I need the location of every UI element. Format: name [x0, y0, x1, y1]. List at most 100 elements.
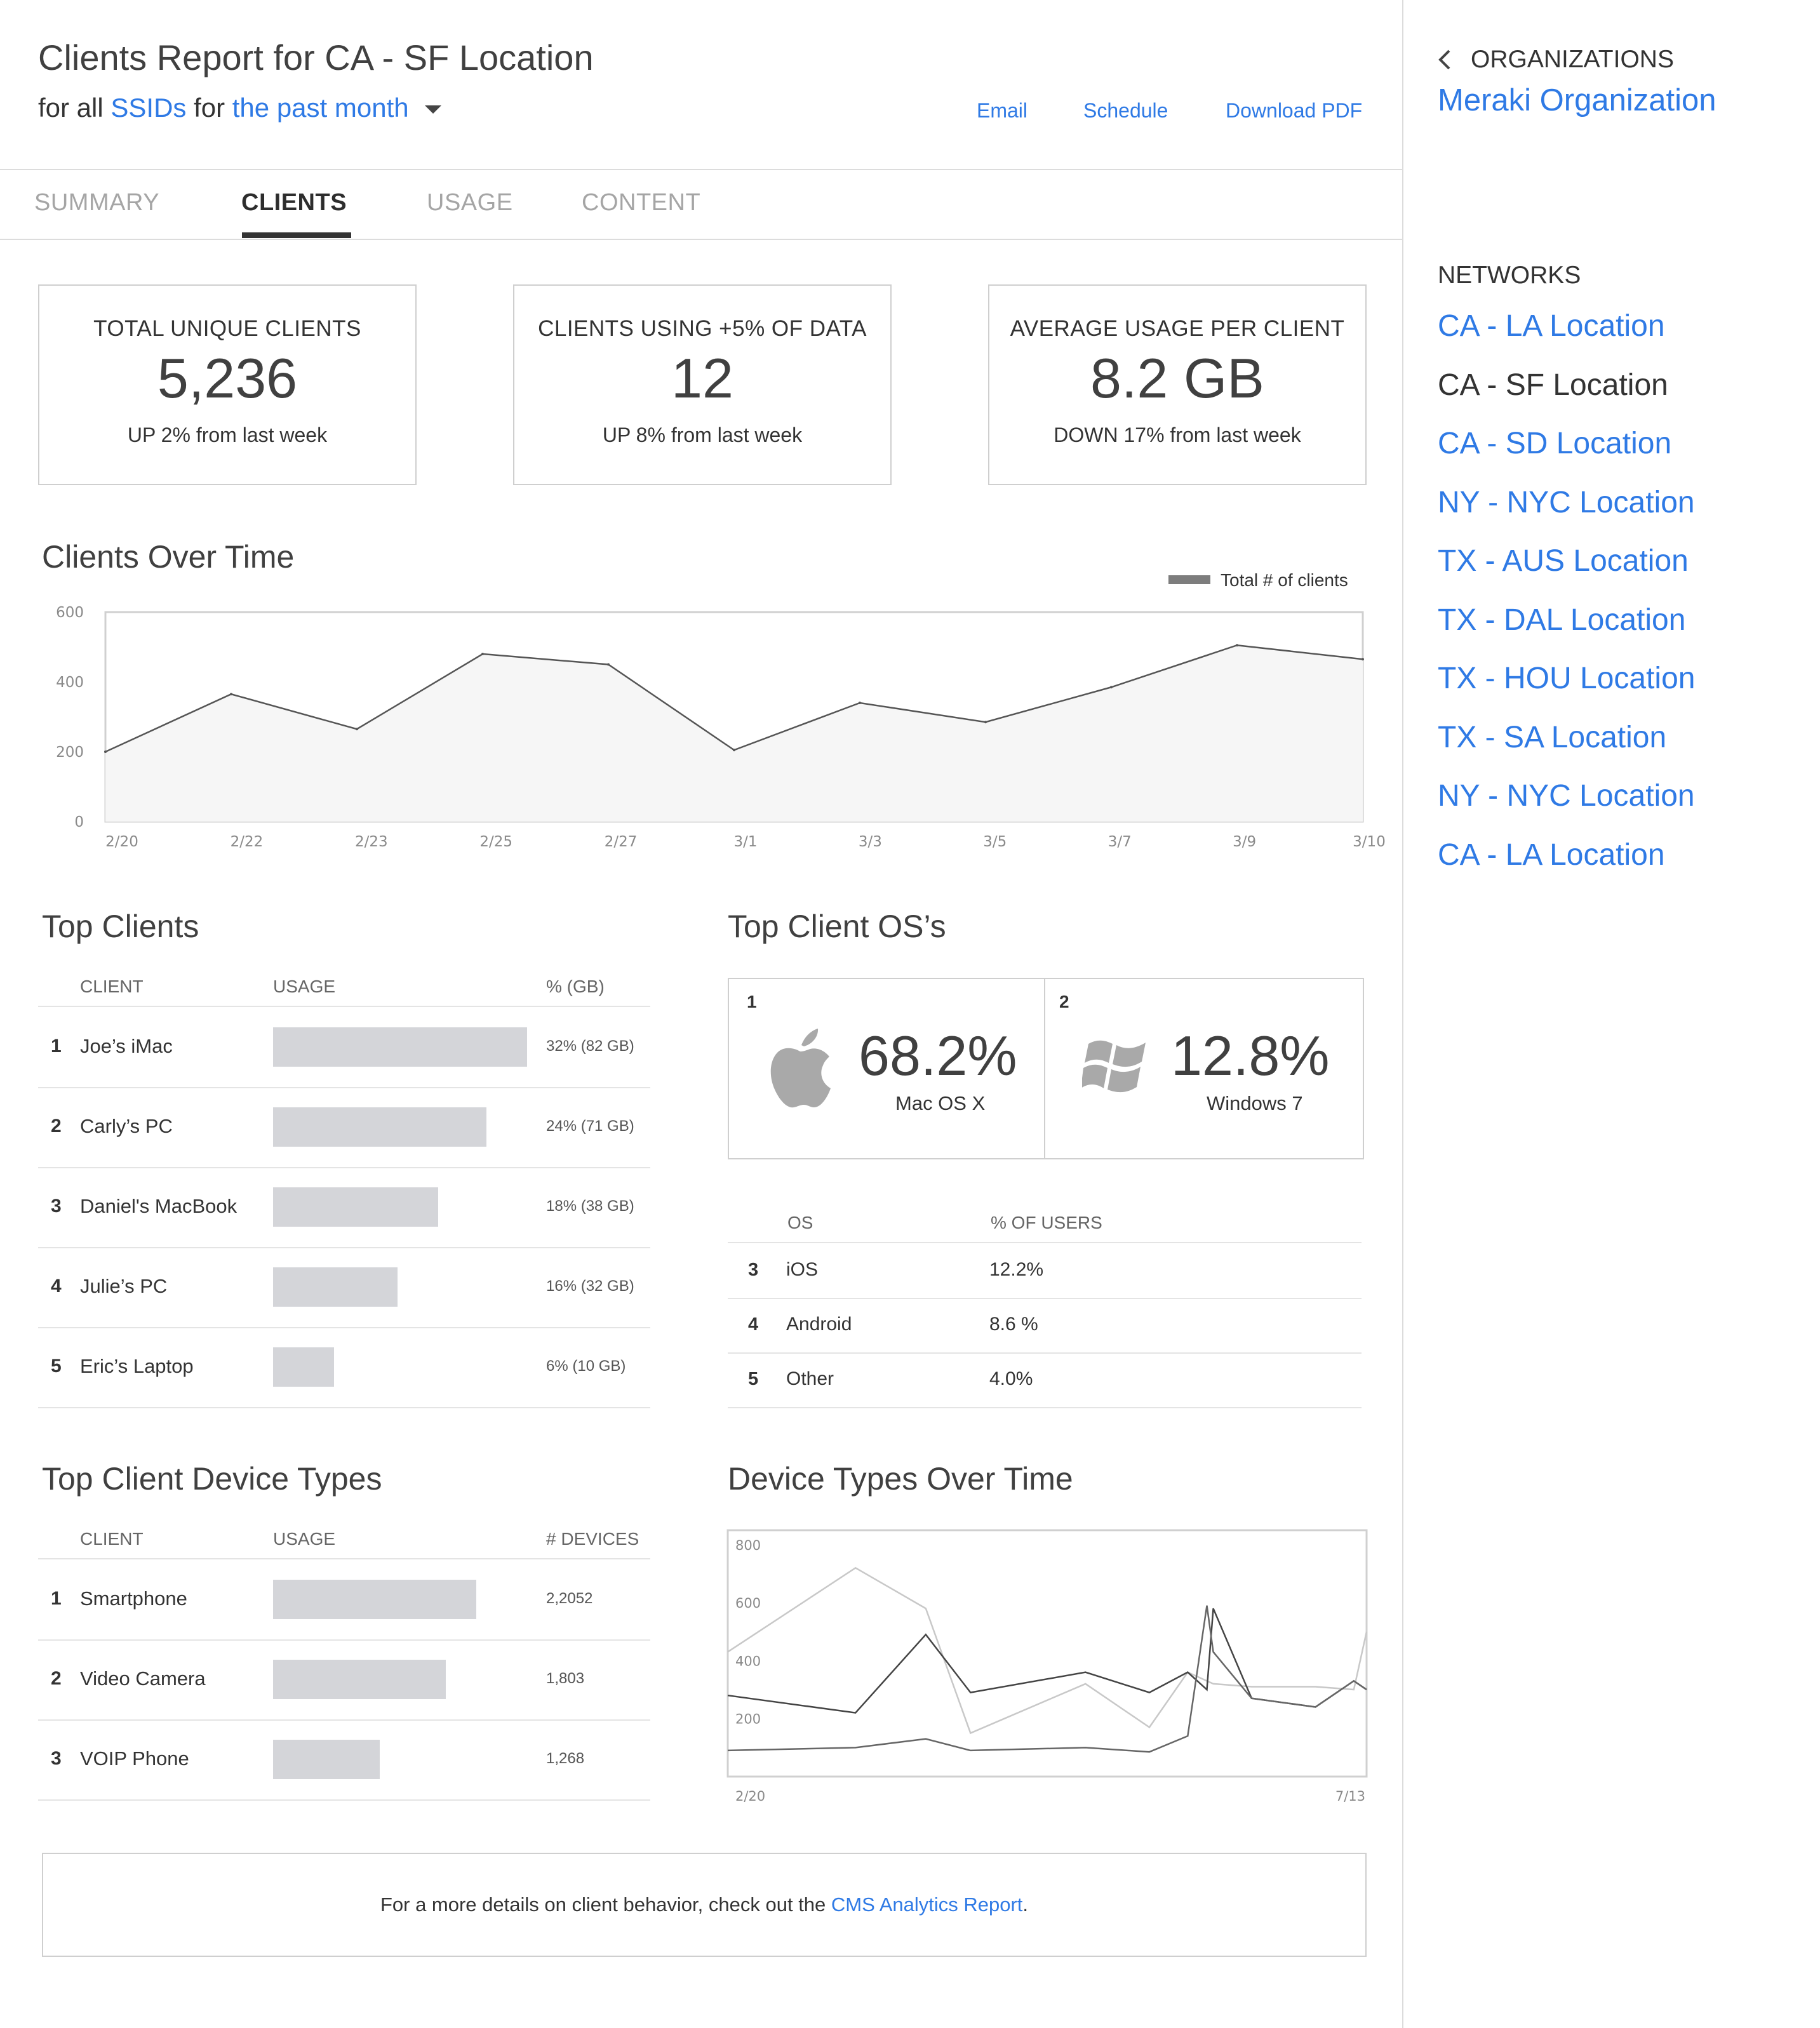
row-rank: 5 [748, 1369, 759, 1389]
row-name: Julie’s PC [80, 1275, 168, 1297]
tab-summary[interactable]: SUMMARY [34, 189, 160, 216]
stat-value: 12 [671, 347, 733, 410]
os-percent: 12.8% [1171, 1024, 1330, 1087]
y-tick-label: 200 [56, 744, 84, 761]
subtitle-for: for [194, 93, 225, 123]
row-value: 2,2052 [546, 1590, 593, 1607]
page-title: Clients Report for CA - SF Location [38, 37, 594, 77]
clients-over-time-title: Clients Over Time [42, 539, 295, 575]
cms-analytics-link[interactable]: CMS Analytics Report [831, 1893, 1023, 1916]
row-value: 8.6 % [989, 1314, 1038, 1335]
client-row[interactable]: 1 Joe’s iMac 32% (82 GB) [38, 1007, 650, 1088]
apple-icon [770, 1029, 831, 1108]
x-tick-label: 3/9 [1233, 834, 1256, 850]
client-row[interactable]: 5 Eric’s Laptop 6% (10 GB) [38, 1327, 650, 1408]
ssids-link[interactable]: SSIDs [110, 93, 187, 123]
data-point [1236, 644, 1238, 647]
data-point [859, 702, 861, 704]
schedule-link[interactable]: Schedule [1083, 99, 1168, 122]
network-item[interactable]: CA - LA Location [1438, 309, 1665, 343]
row-rank: 1 [51, 1036, 62, 1057]
data-point [984, 721, 987, 724]
tab-usage[interactable]: USAGE [427, 189, 513, 216]
col-header-usage: USAGE [273, 977, 336, 996]
os-row[interactable]: 5 Other 4.0% [728, 1352, 1362, 1408]
col-header-client: CLIENT [80, 977, 144, 996]
tab-content[interactable]: CONTENT [582, 189, 701, 216]
row-rank: 4 [748, 1314, 759, 1335]
os-row[interactable]: 3 iOS 12.2% [728, 1243, 1362, 1299]
row-value: 6% (10 GB) [546, 1358, 626, 1375]
os-card-mac: 1 68.2% Mac OS X [729, 979, 1045, 1158]
download-pdf-link[interactable]: Download PDF [1226, 99, 1363, 122]
x-tick-label-start: 2/20 [735, 1789, 765, 1804]
x-tick-label: 3/3 [859, 834, 882, 850]
email-link[interactable]: Email [977, 99, 1028, 122]
network-item[interactable]: NY - NYC Location [1438, 485, 1695, 519]
client-row[interactable]: 4 Julie’s PC 16% (32 GB) [38, 1247, 650, 1328]
device-type-row[interactable]: 2 Video Camera 1,803 [38, 1639, 650, 1721]
data-point [1110, 686, 1113, 689]
stat-delta: DOWN 17% from last week [1054, 423, 1301, 446]
period-dropdown[interactable]: the past month [232, 93, 409, 123]
col-header-usage: USAGE [273, 1529, 336, 1549]
stat-card-total-clients: TOTAL UNIQUE CLIENTS 5,236 UP 2% from la… [38, 284, 417, 485]
network-item[interactable]: TX - DAL Location [1438, 603, 1686, 637]
legend-label: Total # of clients [1221, 570, 1348, 590]
device-types-over-time-chart: 800 600 400 200 2/20 7/13 [726, 1529, 1368, 1804]
usage-bar [273, 1347, 334, 1387]
os-row[interactable]: 4 Android 8.6 % [728, 1298, 1362, 1354]
row-rank: 4 [51, 1276, 62, 1297]
usage-bar [273, 1740, 380, 1779]
chevron-left-icon[interactable] [1436, 50, 1452, 70]
row-rank: 1 [51, 1588, 62, 1609]
network-item[interactable]: CA - SD Location [1438, 427, 1672, 460]
client-row[interactable]: 2 Carly’s PC 24% (71 GB) [38, 1087, 650, 1168]
organizations-back-link[interactable]: ORGANIZATIONS [1471, 46, 1674, 73]
sidebar: ORGANIZATIONS Meraki Organization NETWOR… [1402, 0, 1820, 2028]
col-header-users: % OF USERS [991, 1213, 1102, 1232]
stat-card-average-usage: AVERAGE USAGE PER CLIENT 8.2 GB DOWN 17%… [988, 284, 1367, 485]
x-tick-label: 3/10 [1353, 834, 1386, 850]
device-type-row[interactable]: 3 VOIP Phone 1,268 [38, 1719, 650, 1801]
client-row[interactable]: 3 Daniel's MacBook 18% (38 GB) [38, 1167, 650, 1248]
tab-clients[interactable]: CLIENTS [241, 189, 347, 216]
network-item[interactable]: NY - NYC Location [1438, 779, 1695, 813]
stat-label: CLIENTS USING +5% OF DATA [538, 316, 867, 341]
row-value: 4.0% [989, 1368, 1033, 1389]
clients-over-time-chart: 2/20 2/22 2/23 2/25 2/27 3/1 3/3 3/5 3/7 3/9 3/10 6… [56, 604, 1386, 850]
chevron-down-icon[interactable] [425, 105, 442, 114]
stat-delta: UP 8% from last week [602, 423, 803, 446]
stat-card-heavy-clients: CLIENTS USING +5% OF DATA 12 UP 8% from … [513, 284, 892, 485]
row-name: Smartphone [80, 1587, 187, 1610]
network-item[interactable]: CA - LA Location [1438, 837, 1665, 872]
row-rank: 5 [51, 1356, 62, 1377]
os-name: Windows 7 [1207, 1092, 1303, 1114]
network-item[interactable]: TX - SA Location [1438, 720, 1667, 754]
col-header-devices: # DEVICES [546, 1529, 639, 1549]
device-type-row[interactable]: 1 Smartphone 2,2052 [38, 1559, 650, 1641]
row-rank: 3 [748, 1260, 759, 1280]
y-tick-label: 800 [735, 1538, 761, 1553]
series-area [105, 645, 1363, 822]
data-point [356, 728, 358, 731]
network-item[interactable]: TX - AUS Location [1438, 544, 1689, 578]
organization-name-link[interactable]: Meraki Organization [1438, 83, 1716, 117]
row-name: VOIP Phone [80, 1747, 189, 1770]
network-item[interactable]: TX - HOU Location [1438, 662, 1696, 695]
active-tab-indicator [242, 232, 351, 238]
network-item[interactable]: CA - SF Location [1438, 368, 1668, 402]
os-percent: 68.2% [859, 1024, 1017, 1087]
stat-label: TOTAL UNIQUE CLIENTS [93, 316, 361, 341]
stat-delta: UP 2% from last week [127, 423, 328, 446]
row-rank: 3 [51, 1196, 62, 1217]
usage-bar [273, 1267, 398, 1307]
top-os-title: Top Client OS’s [728, 909, 946, 944]
row-value: 1,803 [546, 1670, 585, 1687]
y-tick-label: 600 [735, 1596, 761, 1611]
row-name: Eric’s Laptop [80, 1355, 194, 1377]
plot-frame [726, 1529, 1368, 1778]
x-tick-label: 3/7 [1108, 834, 1132, 850]
tabs-divider [0, 239, 1402, 240]
os-name: Mac OS X [895, 1092, 986, 1114]
